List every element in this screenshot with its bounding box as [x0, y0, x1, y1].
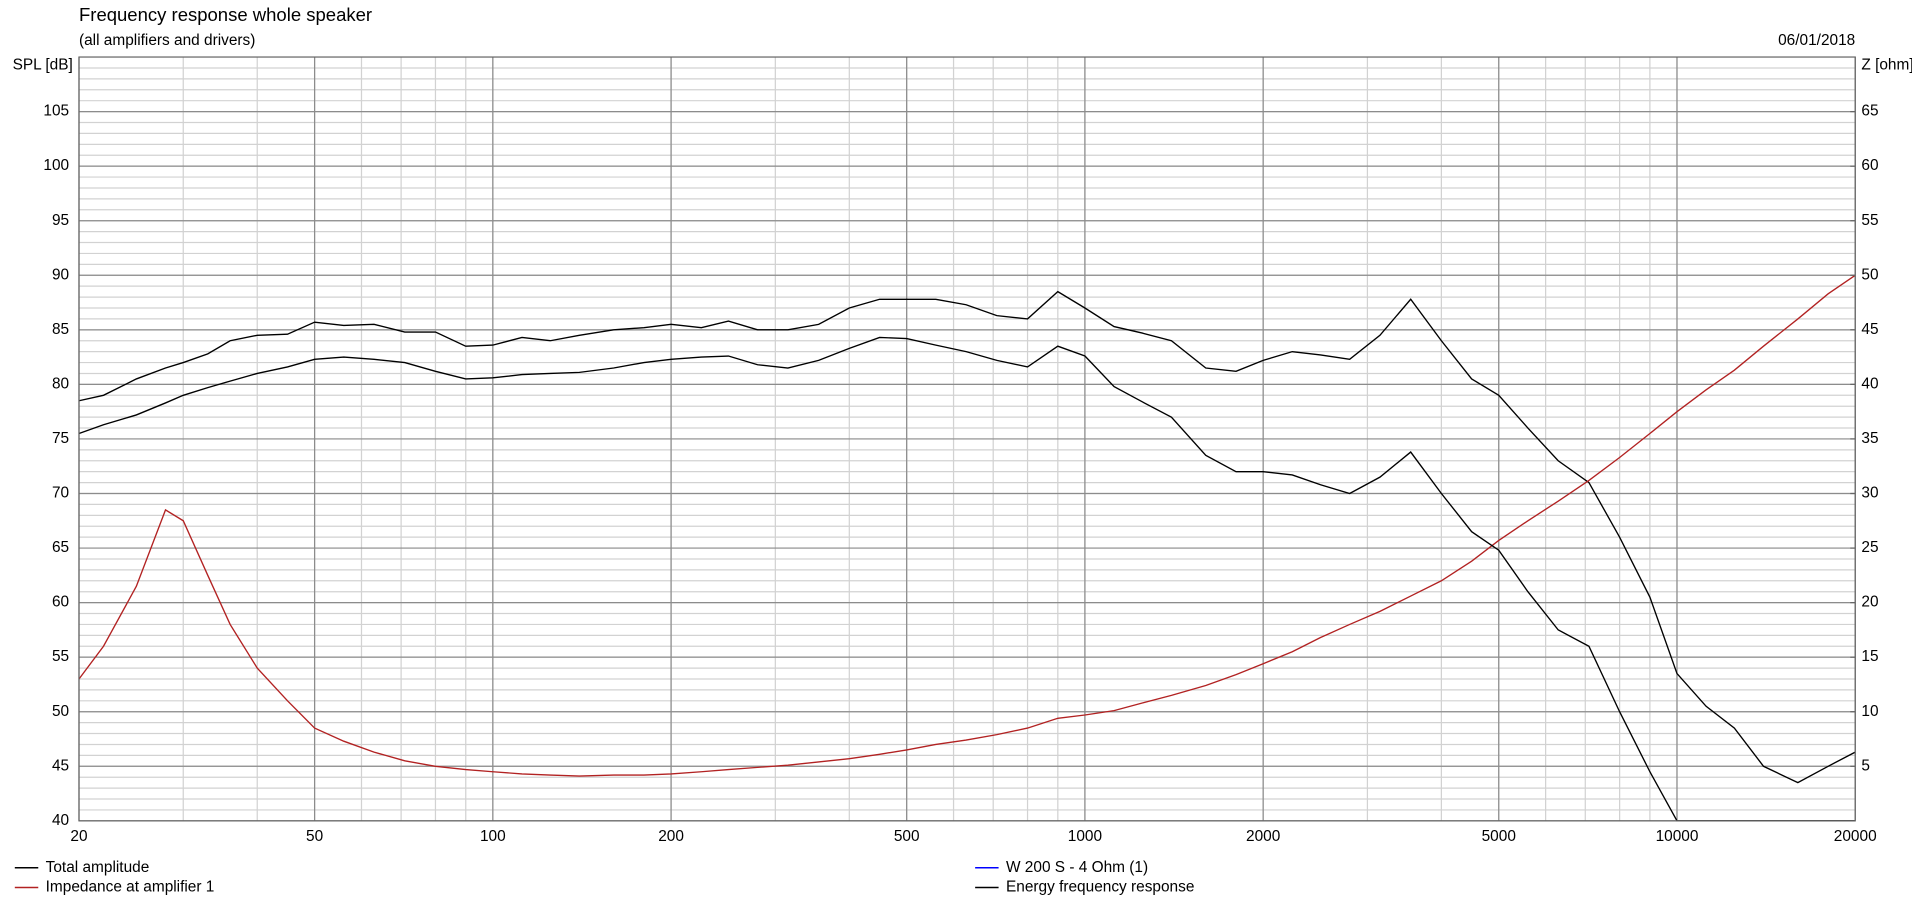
y2-tick-label: 65 [1861, 103, 1878, 120]
y2-tick-label: 60 [1861, 157, 1878, 174]
chart-title: Frequency response whole speaker [79, 4, 372, 25]
y-axis-label: SPL [dB] [13, 57, 73, 74]
y2-tick-label: 20 [1861, 594, 1878, 611]
y2-tick-label: 5 [1861, 757, 1870, 774]
y-tick-label: 65 [52, 539, 69, 556]
y2-tick-label: 45 [1861, 321, 1878, 338]
y-tick-label: 95 [52, 212, 69, 229]
legend-label: Total amplitude [46, 859, 150, 876]
y-tick-label: 60 [52, 594, 69, 611]
x-tick-label: 50 [306, 828, 323, 845]
y2-axis-label: Z [ohm] [1861, 57, 1912, 74]
x-tick-label: 10000 [1656, 828, 1699, 845]
x-tick-label: 5000 [1482, 828, 1516, 845]
x-tick-label: 1000 [1068, 828, 1102, 845]
y-tick-label: 80 [52, 375, 69, 392]
series-line [78, 274, 1856, 777]
y-tick-label: 55 [52, 648, 69, 665]
series-line [78, 290, 1856, 784]
x-tick-label: 20 [70, 828, 87, 845]
legend-label: Impedance at amplifier 1 [46, 879, 215, 896]
y2-tick-label: 30 [1861, 485, 1878, 502]
y2-tick-label: 15 [1861, 648, 1878, 665]
y2-tick-label: 35 [1861, 430, 1878, 447]
y2-tick-label: 50 [1861, 266, 1878, 283]
y2-tick-label: 55 [1861, 212, 1878, 229]
legend-label: Energy frequency response [1006, 879, 1194, 896]
y-tick-label: 85 [52, 321, 69, 338]
series-line [78, 336, 1856, 822]
legend-label: W 200 S - 4 Ohm (1) [1006, 859, 1148, 876]
x-tick-label: 20000 [1834, 828, 1877, 845]
y2-tick-label: 40 [1861, 375, 1878, 392]
y-tick-label: 45 [52, 757, 69, 774]
x-tick-label: 2000 [1246, 828, 1280, 845]
y-tick-label: 100 [43, 157, 69, 174]
y2-tick-label: 10 [1861, 703, 1878, 720]
x-tick-label: 100 [480, 828, 506, 845]
chart-date: 06/01/2018 [1778, 32, 1855, 49]
x-tick-label: 200 [658, 828, 684, 845]
plot-area [78, 274, 1856, 822]
y-tick-label: 50 [52, 703, 69, 720]
y-tick-label: 40 [52, 812, 69, 829]
chart-subtitle: (all amplifiers and drivers) [79, 32, 255, 49]
y-tick-label: 70 [52, 485, 69, 502]
x-tick-label: 500 [894, 828, 920, 845]
grid [78, 57, 1856, 822]
y-tick-label: 75 [52, 430, 69, 447]
y-tick-label: 90 [52, 266, 69, 283]
y2-tick-label: 25 [1861, 539, 1878, 556]
y-tick-label: 105 [43, 103, 69, 120]
